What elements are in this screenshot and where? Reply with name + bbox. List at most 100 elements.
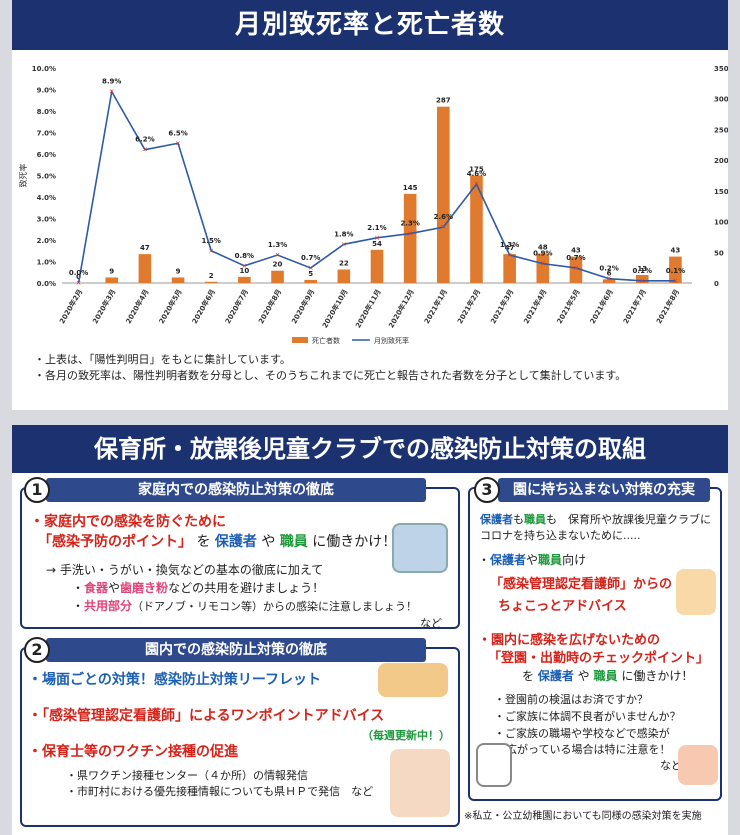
- measures-panel: 保育所・放課後児童クラブでの感染防止対策の取組 家庭内での感染防止対策の徹底 1…: [12, 425, 728, 835]
- box1-header: 家庭内での感染防止対策の徹底: [46, 478, 426, 502]
- section-title: 保育所・放課後児童クラブでの感染防止対策の取組: [12, 425, 728, 473]
- bar: [204, 281, 218, 283]
- bar: [238, 276, 251, 283]
- box1-points: 「感染予防のポイント」: [38, 534, 192, 550]
- line-data-label: 0.9%: [533, 250, 552, 258]
- box3-header: 園に持ち込まない対策の充実: [498, 478, 710, 502]
- box1-toothpaste: 歯磨き粉: [120, 581, 169, 595]
- x-tick-label: 2021年5月: [555, 288, 582, 326]
- x-tick-label: 2021年2月: [455, 288, 482, 326]
- bar-data-label: 145: [403, 184, 418, 192]
- y-left-tick-label: 5.0%: [37, 173, 56, 181]
- box3-action: に働きかけ！: [617, 669, 694, 683]
- bar-data-label: 6: [607, 269, 612, 277]
- box3-line6: ・園内に感染を広げないための: [478, 633, 661, 648]
- box1-line2: 「感染予防のポイント」 を 保護者 や 職員 に働きかけ！: [38, 531, 396, 551]
- x-tick-label: 2021年4月: [522, 288, 549, 326]
- bar-data-label: 9: [176, 267, 181, 275]
- bar: [669, 256, 682, 283]
- line-point-marker: ×: [507, 251, 513, 259]
- y-left-tick-label: 8.0%: [37, 108, 56, 116]
- y-right-tick-label: 150: [714, 188, 728, 196]
- bar: [105, 277, 119, 283]
- line-data-label: 6.2%: [135, 136, 154, 144]
- box3-line9: ・登園前の検温はお済ですか？: [494, 693, 648, 706]
- y-right-tick-label: 300: [714, 96, 728, 104]
- line-data-label: 8.9%: [102, 78, 121, 86]
- box3-staff: 職員: [524, 513, 546, 526]
- box1-shared: 共用部分: [84, 599, 133, 613]
- bar: [403, 193, 417, 283]
- line-data-label: 1.3%: [500, 241, 519, 249]
- line-point-marker: ×: [573, 264, 579, 272]
- box3-line3: ・保護者や職員向け: [478, 551, 586, 568]
- bar-data-label: 0: [76, 273, 81, 281]
- line-point-marker: ×: [241, 262, 247, 270]
- box3-staff2: 職員: [538, 553, 563, 567]
- box3-conj3: や: [573, 669, 594, 683]
- line-point-marker: ×: [275, 251, 281, 259]
- combo-chart: 0.0% 1.0% 2.0% 3.0% 4.0% 5.0% 6.0% 7.0% 8.0% 9.0%…: [18, 65, 728, 345]
- box2-line2: ・「感染管理認定看護師」によるワンポイントアドバイス: [28, 705, 384, 725]
- bar-data-label: 2: [209, 272, 214, 280]
- line-point-marker: ×: [606, 275, 612, 283]
- bar: [304, 279, 317, 283]
- box2-line1: ・場面ごとの対策！感染防止対策リーフレット: [28, 672, 322, 688]
- box2-advice: ・「感染管理認定看護師」によるワンポイントアドバイス: [28, 708, 385, 724]
- bar: [470, 175, 483, 283]
- x-tick-label: 2020年11月: [353, 288, 382, 330]
- y-left-tick-label: 6.0%: [37, 151, 56, 159]
- box1-dishes: 食器: [84, 581, 109, 595]
- box1-caution: （ドアノブ・リモコン等）からの感染に注意しましょう！: [132, 600, 418, 613]
- box2-number: 2: [24, 637, 50, 663]
- box3-intro: も 保育所や放課後児童クラブに: [546, 513, 711, 526]
- box3-staff3: 職員: [593, 669, 618, 683]
- line-data-label: 0.0%: [69, 269, 88, 277]
- box1-guardian: 保護者: [214, 534, 257, 550]
- line-point-marker: ×: [76, 279, 82, 287]
- bar-data-label: 175: [469, 166, 484, 174]
- x-tick-label: 2020年12月: [386, 288, 415, 330]
- note-1: 上表は、「陽性判明日」をもとに集計しています。: [34, 352, 626, 368]
- bar-data-label: 13: [637, 265, 647, 273]
- box3-conj1: も: [513, 513, 524, 526]
- bar: [602, 279, 616, 283]
- y-left-tick-label: 9.0%: [37, 87, 56, 95]
- chart-panel: 月別致死率と死亡者数 0.0% 1.0% 2.0% 3.0% 4.0% 5.0% 6.0% 7…: [12, 0, 728, 410]
- line-data-label: 0.2%: [599, 265, 618, 273]
- y-right-tick-label: 0: [714, 280, 719, 288]
- footnote: ※私立・公立幼稚園においても同様の感染対策を実施: [464, 811, 702, 822]
- note-2: 各月の致死率は、陽性判明者数を分母とし、そのうちこれまでに死亡と報告された者数を…: [34, 368, 626, 384]
- box3-line1: 保護者も職員も 保育所や放課後児童クラブに: [480, 511, 711, 527]
- box3-wo: を: [522, 669, 538, 683]
- bar-data-label: 287: [436, 97, 451, 105]
- y-right-tick-label: 100: [714, 219, 728, 227]
- y-left-tick-label: 0.0%: [37, 280, 56, 288]
- legend-bar-swatch: [292, 337, 308, 343]
- x-tick-label: 2020年6月: [190, 288, 217, 326]
- x-tick-label: 2020年5月: [157, 288, 184, 326]
- x-tick-label: 2021年7月: [621, 288, 648, 326]
- y-right-tick-label: 200: [714, 157, 728, 165]
- box2-line5: ・県ワクチン接種センター（４か所）の情報発信: [66, 769, 308, 782]
- bar-data-label: 47: [505, 244, 515, 252]
- y-left-axis-label: 致死率: [18, 164, 28, 188]
- x-tick-label: 2020年9月: [289, 288, 316, 326]
- line-data-label: 0.8%: [235, 252, 254, 260]
- x-tick-label: 2020年4月: [124, 288, 151, 326]
- box2-line4: ・保育士等のワクチン接種の促進: [28, 744, 238, 760]
- box1-bullet5: ・: [72, 599, 85, 613]
- box1-bullet4: ・: [72, 581, 85, 595]
- box3-guardian: 保護者: [480, 513, 513, 526]
- line-point-marker: ×: [540, 260, 546, 268]
- bar: [437, 106, 450, 283]
- children-illustration: [676, 569, 716, 615]
- bar-data-label: 5: [308, 270, 313, 278]
- bar: [271, 270, 284, 283]
- box1-etc: など: [420, 617, 442, 630]
- box3-line12: 広がっている場合は特に注意を！: [506, 743, 671, 756]
- box1-line1: ・家庭内での感染を防ぐために: [30, 514, 226, 530]
- y-left-tick-label: 10.0%: [32, 65, 56, 73]
- line-data-label: 1.3%: [268, 241, 287, 249]
- box2-line6: ・市町村における優先接種情報についても県ＨＰで発信 など: [66, 785, 374, 798]
